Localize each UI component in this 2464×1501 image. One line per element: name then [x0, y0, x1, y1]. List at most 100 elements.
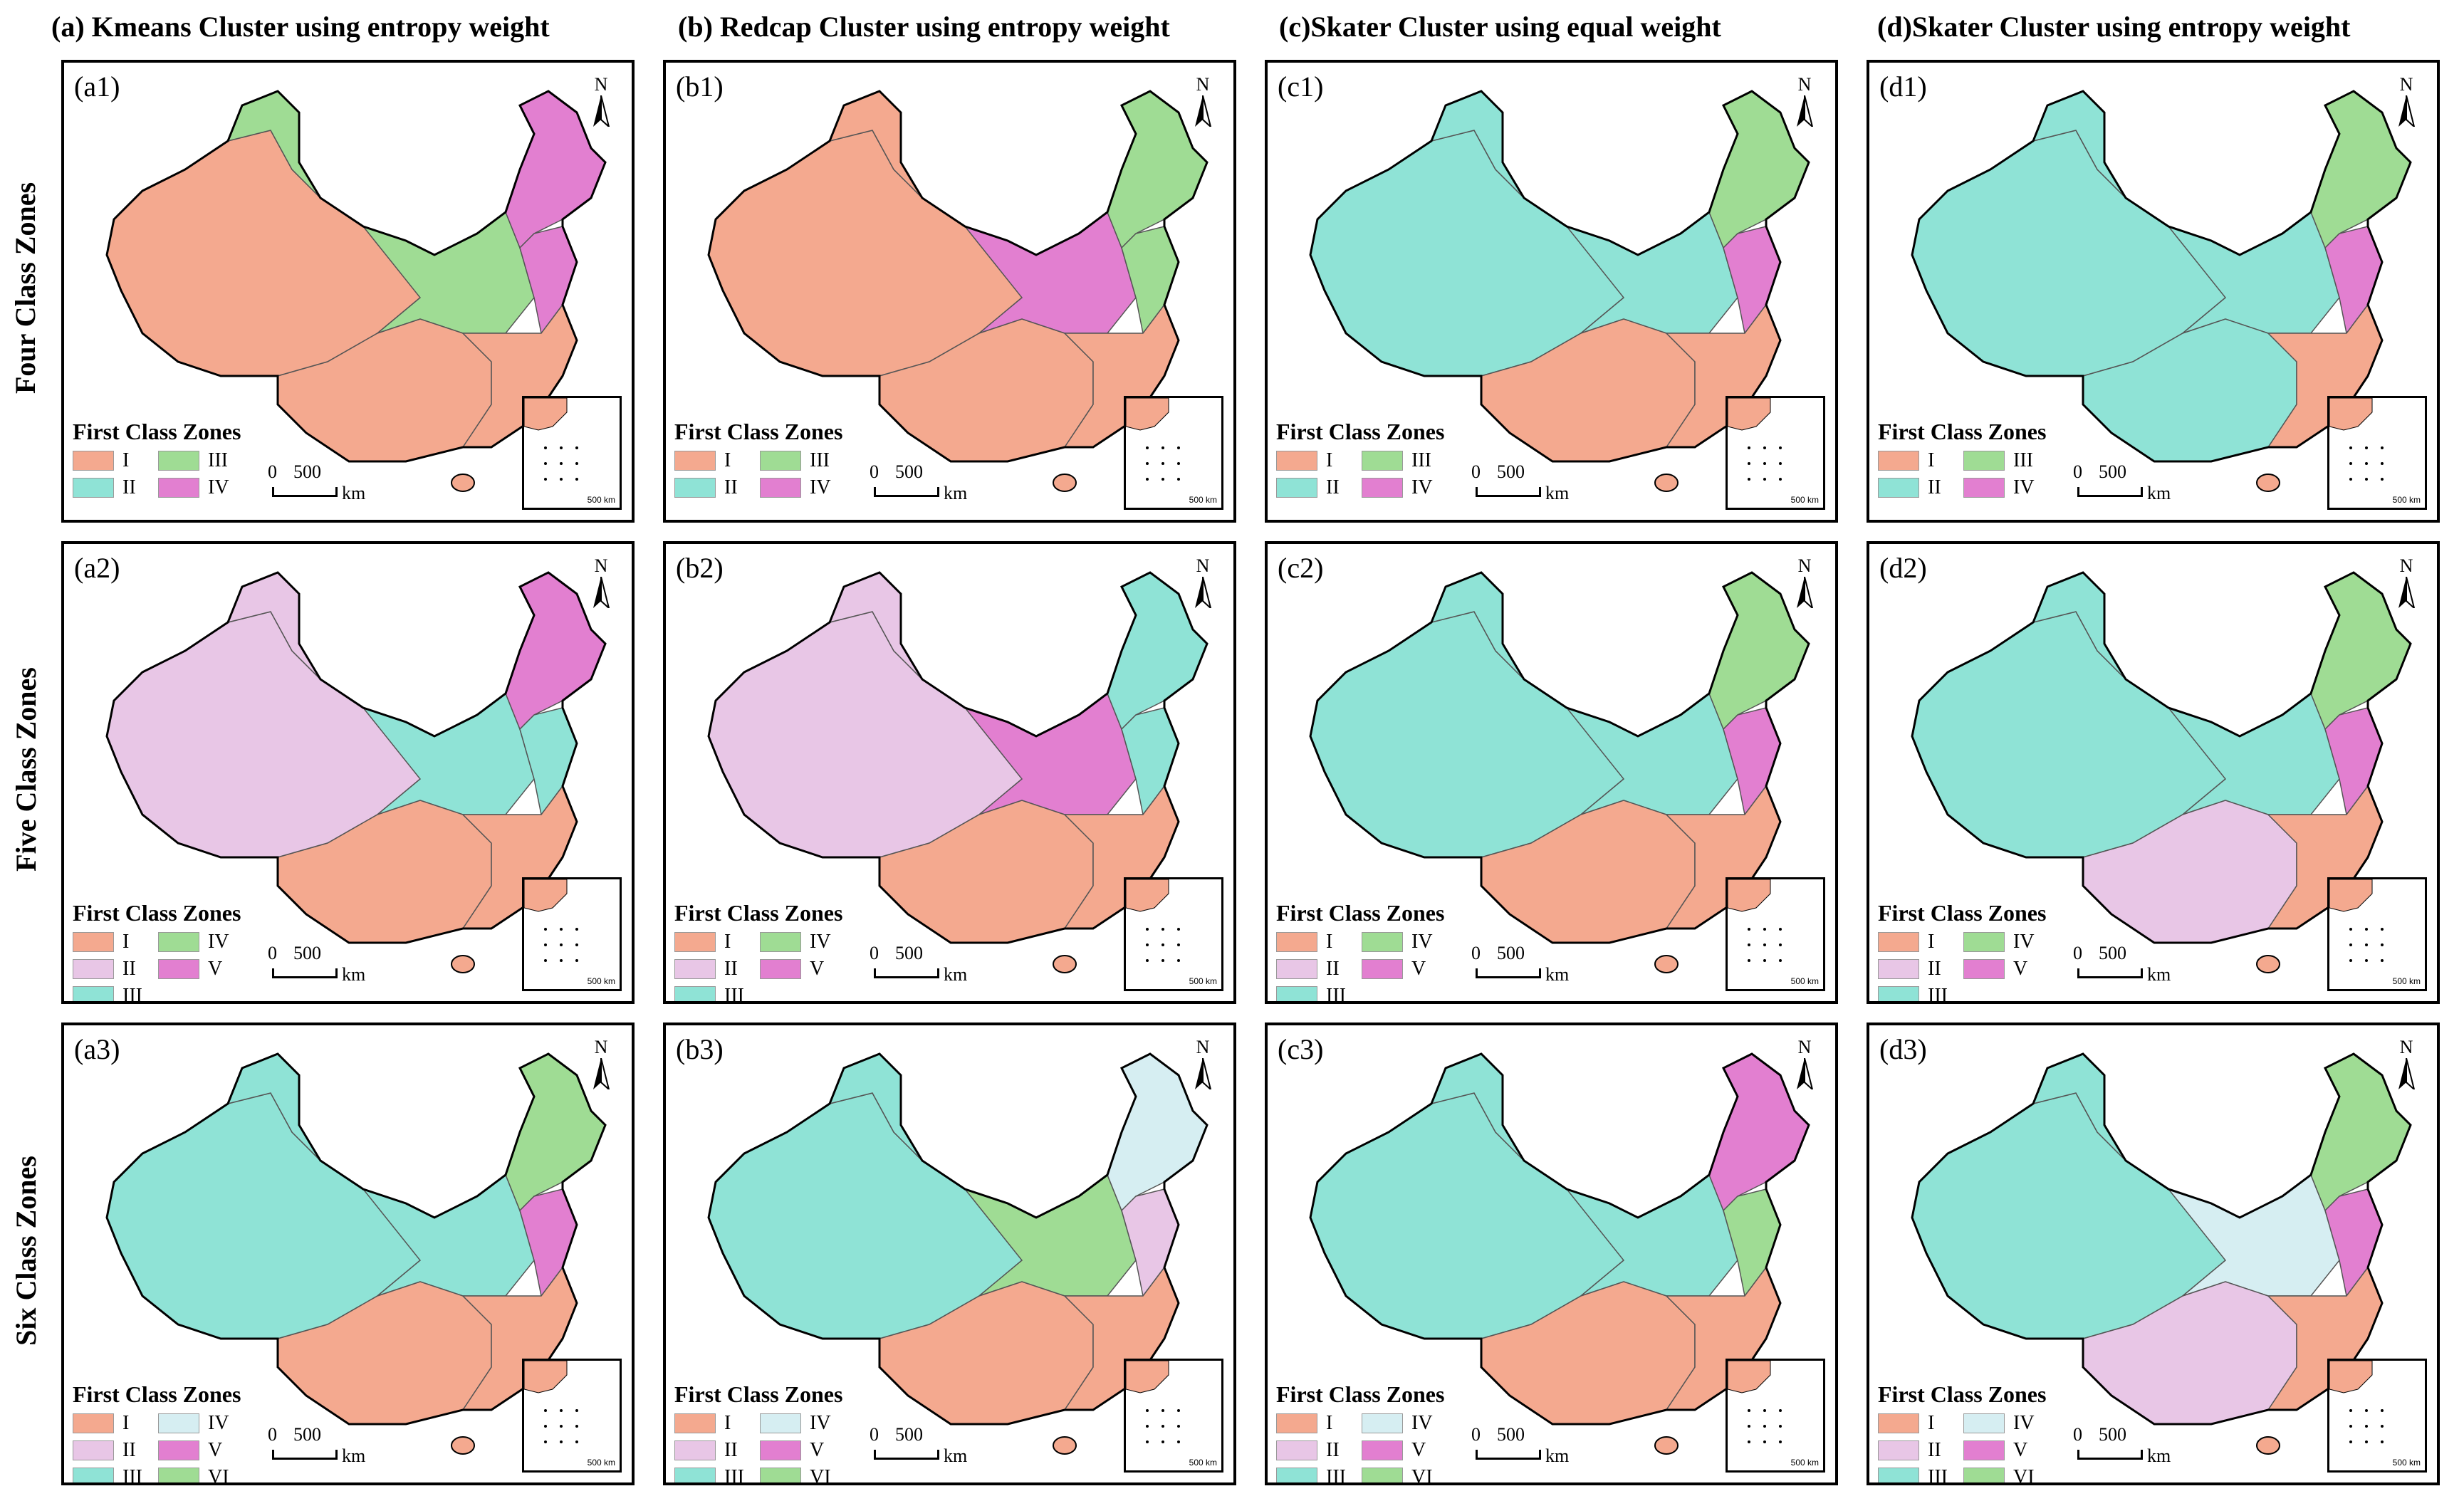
legend-title: First Class Zones	[674, 1381, 843, 1407]
scale-zero: 0	[870, 1424, 879, 1445]
legend-title: First Class Zones	[73, 900, 241, 926]
legend-swatch	[73, 932, 114, 952]
scale-bar: 0 500 km	[1471, 943, 1585, 1000]
legend-swatch	[1276, 932, 1317, 952]
legend-title: First Class Zones	[1276, 900, 1445, 926]
legend-item-II: II	[1878, 1439, 1963, 1462]
legend-item-III: III	[1878, 985, 1963, 1001]
scale-line	[1476, 487, 1541, 497]
legend-swatch	[1963, 1468, 2005, 1482]
scale-line	[2077, 968, 2143, 978]
legend-item-II: II	[1276, 958, 1362, 980]
scale-zero: 0	[870, 461, 879, 482]
legend-label: III	[1326, 1466, 1346, 1485]
legend-swatch	[674, 1413, 716, 1433]
inset-scale: 500 km	[1790, 495, 1819, 505]
legend-swatch	[1276, 1468, 1317, 1482]
legend-item-II: II	[73, 1439, 158, 1462]
legend-swatch	[1878, 478, 1919, 498]
legend-item-VI: VI	[158, 1466, 265, 1485]
legend-label: V	[208, 1439, 223, 1461]
scale-bar: 0 500 km	[870, 461, 983, 518]
scale-distance: 500	[895, 943, 923, 963]
legend-label: I	[1326, 931, 1333, 953]
china-map	[1309, 1052, 1810, 1455]
legend: First Class Zones I IV II V III VI	[73, 1381, 343, 1485]
scale-line	[1476, 968, 1541, 978]
inset-scale: 500 km	[2392, 495, 2421, 505]
legend-label: I	[1928, 931, 1935, 953]
panel-label: (a2)	[74, 552, 120, 584]
north-arrow-icon: N	[2389, 555, 2424, 612]
legend-label: II	[1928, 476, 1941, 498]
map-panel-c2: (c2) N First Class Zones I IV II V III 0 500 km 500…	[1265, 541, 1838, 1004]
china-map	[1911, 1052, 2412, 1455]
legend-label: V	[2013, 958, 2028, 980]
scale-bar: 0 500 km	[1471, 1424, 1585, 1481]
legend-label: I	[1928, 1412, 1935, 1434]
north-arrow-icon: N	[2389, 1037, 2424, 1094]
legend-label: II	[1326, 476, 1340, 498]
legend: First Class Zones I IV II V III VI	[674, 1381, 945, 1482]
south-china-sea-inset: 500 km	[522, 396, 622, 510]
scale-unit: km	[944, 964, 968, 985]
legend-title: First Class Zones	[1276, 419, 1445, 444]
legend-label: VI	[208, 1466, 229, 1485]
legend-item-I: I	[1276, 449, 1362, 472]
hainan-island	[2256, 474, 2280, 492]
legend-item-III: III	[1276, 985, 1362, 1001]
legend-label: V	[208, 958, 223, 980]
scale-zero: 0	[2073, 943, 2082, 963]
china-map	[105, 571, 607, 973]
legend-item-II: II	[674, 476, 760, 499]
inset-scale: 500 km	[2392, 976, 2421, 986]
scale-zero: 0	[1471, 461, 1481, 482]
legend-swatch	[674, 959, 716, 979]
legend-swatch	[158, 959, 199, 979]
row-title-four: Four Class Zones	[9, 182, 42, 394]
legend-item-II: II	[1878, 476, 1963, 499]
china-map	[707, 571, 1208, 973]
legend-label: III	[724, 985, 744, 1004]
legend-label: IV	[810, 476, 831, 498]
hainan-island	[451, 955, 475, 973]
legend-item-II: II	[1276, 476, 1362, 499]
north-label: N	[1196, 1037, 1210, 1057]
legend-swatch	[73, 1468, 114, 1482]
legend-item-I: I	[1878, 931, 1963, 953]
legend-label: II	[1326, 1439, 1340, 1461]
legend-swatch	[1963, 1440, 2005, 1460]
north-label: N	[1797, 1037, 1812, 1057]
inset-scale: 500 km	[587, 976, 615, 986]
hainan-island	[2256, 1436, 2280, 1455]
legend-item-III: III	[674, 985, 760, 1004]
legend-swatch	[73, 1440, 114, 1460]
hainan-island	[451, 1436, 475, 1455]
scale-zero: 0	[2073, 1424, 2082, 1445]
scale-bar: 0 500 km	[870, 1424, 983, 1481]
legend-label: I	[122, 449, 130, 471]
scale-bar: 0 500 km	[870, 943, 983, 1000]
country-outline	[1911, 90, 2412, 463]
country-outline	[1911, 571, 2412, 944]
south-china-sea-inset: 500 km	[2327, 1359, 2427, 1473]
legend-label: I	[724, 449, 731, 471]
scale-bar: 0 500 km	[2073, 1424, 2187, 1481]
hainan-island	[1654, 474, 1679, 492]
legend-item-III: III	[158, 449, 265, 472]
legend-title: First Class Zones	[674, 900, 843, 926]
panel-label: (c3)	[1278, 1033, 1324, 1065]
row-title-five: Five Class Zones	[9, 666, 42, 872]
legend-title: First Class Zones	[674, 419, 843, 444]
panel-label: (d3)	[1879, 1033, 1927, 1065]
scale-distance: 500	[1497, 461, 1525, 482]
legend-swatch	[1878, 1468, 1919, 1482]
scale-distance: 500	[1497, 1424, 1525, 1445]
legend-item-IV: IV	[158, 476, 265, 499]
scale-unit: km	[1545, 483, 1570, 503]
legend-swatch	[158, 1440, 199, 1460]
legend-item-VI: VI	[760, 1466, 867, 1482]
legend-swatch	[1276, 451, 1317, 471]
legend: First Class Zones I IV II V III VI	[1878, 1381, 2149, 1482]
legend-label: IV	[208, 931, 229, 953]
